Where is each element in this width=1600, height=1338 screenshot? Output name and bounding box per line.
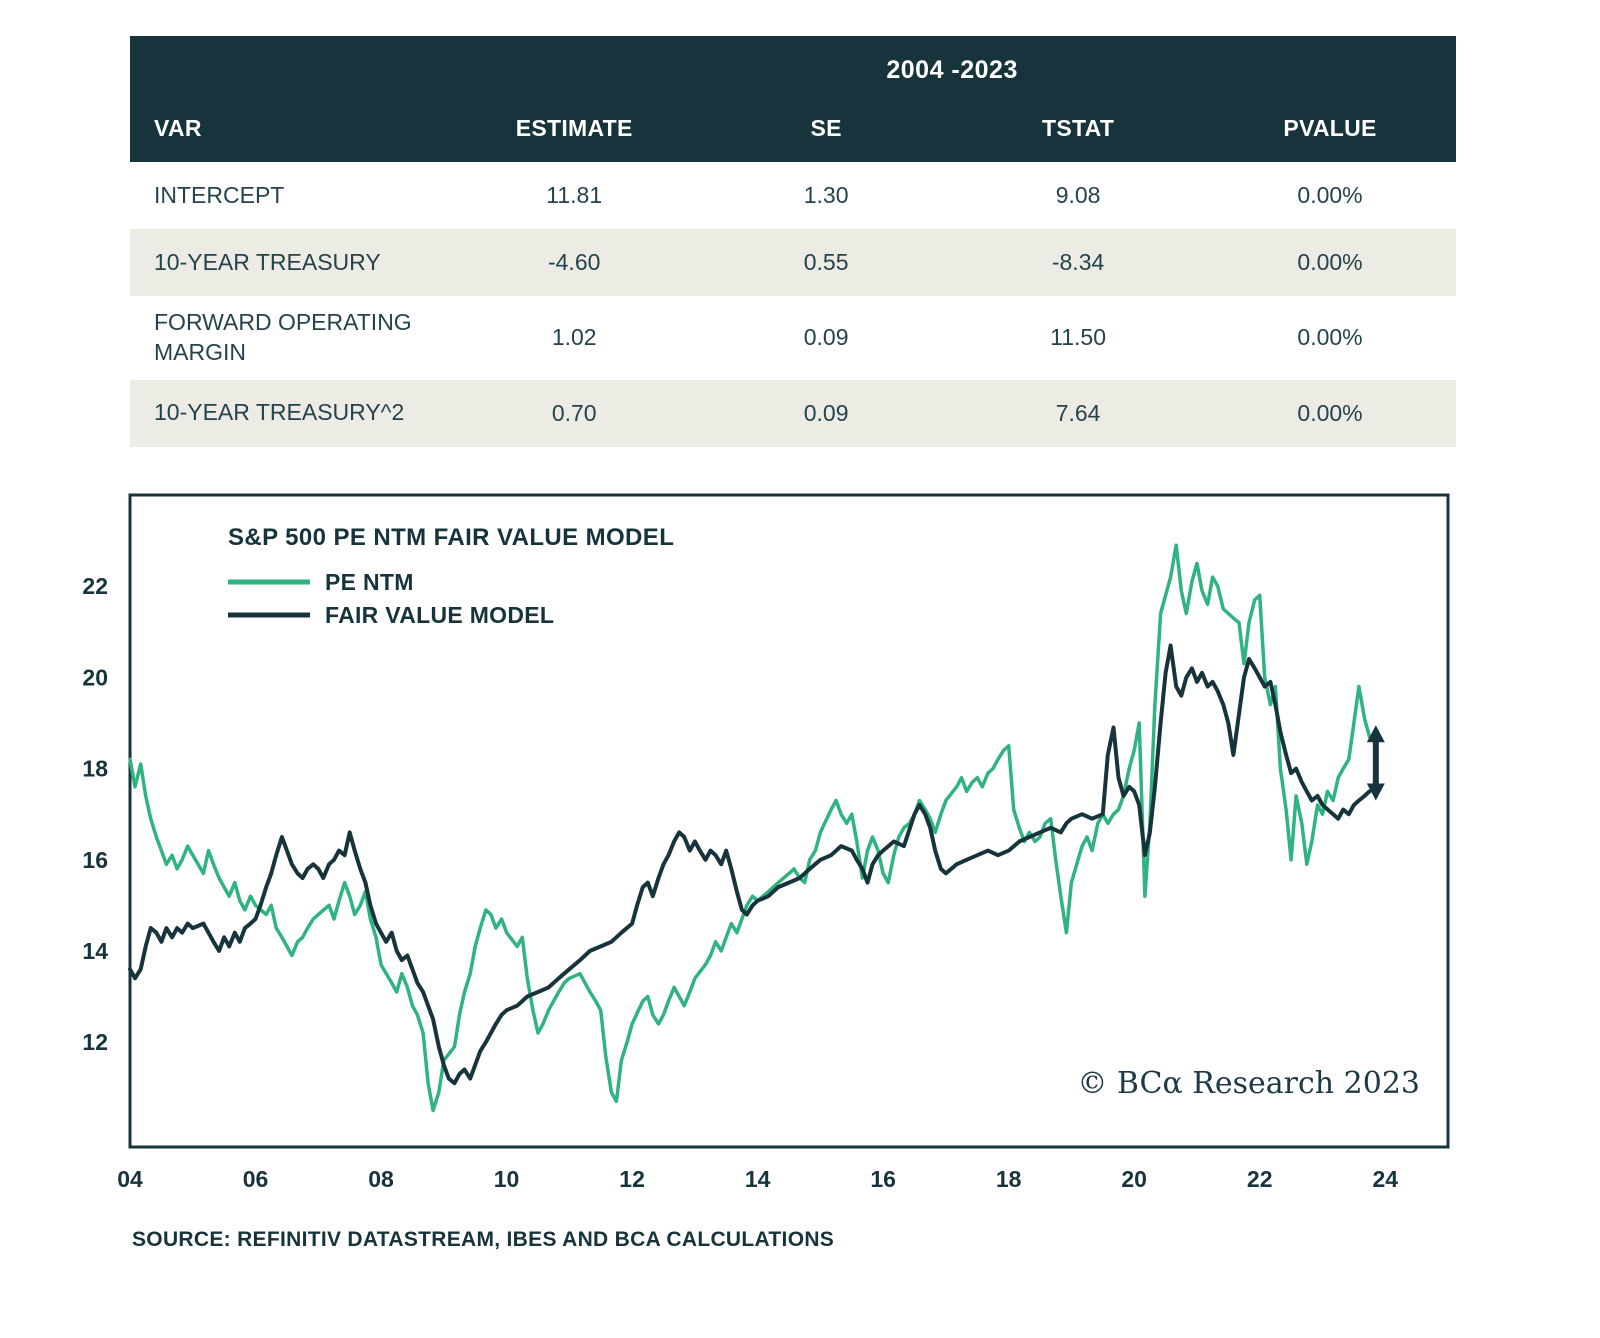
cell-se: 0.09 xyxy=(803,399,849,426)
series-line-pe-ntm xyxy=(128,543,1372,1113)
table-row-intercept: INTERCEPT 11.81 1.30 9.08 0.00% xyxy=(130,162,1456,229)
x-tick-label: 22 xyxy=(1247,1166,1273,1192)
legend-label-fair-value-model: FAIR VALUE MODEL xyxy=(325,602,554,628)
cell-se: 0.55 xyxy=(803,249,849,275)
x-tick-label: 18 xyxy=(996,1166,1022,1192)
cell-tstat: 9.08 xyxy=(1055,182,1101,208)
column-header-se: SE xyxy=(810,115,842,141)
x-tick-label: 12 xyxy=(619,1166,645,1192)
cell-pvalue: 0.00% xyxy=(1297,249,1363,275)
table-title: 2004 -2023 xyxy=(886,56,1018,84)
x-tick-label: 14 xyxy=(745,1166,771,1192)
series-line-fair-value-model xyxy=(128,643,1372,1085)
chart-title: S&P 500 PE NTM FAIR VALUE MODEL xyxy=(228,524,674,551)
table-row-forward-operating-margin: FORWARD OPERATING MARGIN 1.02 0.09 11.50… xyxy=(130,296,1456,380)
cell-var: 10-YEAR TREASURY xyxy=(154,248,381,275)
cell-pvalue: 0.00% xyxy=(1297,399,1363,426)
table-header: 2004 -2023 VAR ESTIMATE SE TSTAT PVALUE xyxy=(130,36,1456,162)
x-tick-label: 08 xyxy=(368,1166,394,1192)
chart-plot-area: 12 14 16 18 20 22 04 06 08 10 12 14 16 18 20 22 24 xyxy=(82,493,1450,1192)
x-tick-label: 06 xyxy=(243,1166,269,1192)
regression-table: 2004 -2023 VAR ESTIMATE SE TSTAT PVALUE … xyxy=(130,36,1456,447)
table-row-10-year-treasury-squared: 10-YEAR TREASURY^2 0.70 0.09 7.64 0.00% xyxy=(130,379,1456,447)
x-tick-label: 24 xyxy=(1372,1166,1398,1192)
y-tick-label: 22 xyxy=(82,573,108,599)
cell-tstat: 7.64 xyxy=(1055,399,1101,426)
source-note: SOURCE: REFINITIV DATASTREAM, IBES AND B… xyxy=(132,1227,835,1251)
table-body: INTERCEPT 11.81 1.30 9.08 0.00% 10-YEAR … xyxy=(130,162,1456,447)
x-tick-label: 10 xyxy=(494,1166,520,1192)
table-row-10-year-treasury: 10-YEAR TREASURY -4.60 0.55 -8.34 0.00% xyxy=(130,229,1456,296)
gap-arrow-head-up xyxy=(1366,725,1385,743)
cell-tstat: 11.50 xyxy=(1050,324,1106,351)
cell-estimate: 11.81 xyxy=(546,182,603,208)
cell-pvalue: 0.00% xyxy=(1297,182,1363,208)
cell-var: FORWARD OPERATING MARGIN xyxy=(154,309,412,365)
x-tick-label: 16 xyxy=(870,1166,896,1192)
cell-se: 0.09 xyxy=(803,324,849,351)
cell-se: 1.30 xyxy=(803,182,849,208)
column-header-estimate: ESTIMATE xyxy=(515,115,633,141)
y-tick-label: 12 xyxy=(82,1029,108,1055)
gap-arrow-head-down xyxy=(1366,783,1385,801)
cell-estimate: -4.60 xyxy=(547,249,601,275)
chart-border xyxy=(128,493,1450,1149)
x-tick-label: 04 xyxy=(117,1166,143,1192)
column-header-var: VAR xyxy=(154,115,202,141)
cell-var: INTERCEPT xyxy=(154,181,285,208)
column-header-pvalue: PVALUE xyxy=(1283,115,1377,141)
bca-research-watermark: © BCα Research 2023 xyxy=(1077,1066,1420,1101)
y-tick-label: 20 xyxy=(82,664,108,690)
table-column-headers: VAR ESTIMATE SE TSTAT PVALUE xyxy=(130,115,1456,142)
legend-label-pe-ntm: PE NTM xyxy=(325,569,414,595)
page: { "table": { "title": "2004 -2023", "col… xyxy=(0,36,1600,1338)
cell-tstat: -8.34 xyxy=(1051,249,1105,275)
cell-pvalue: 0.00% xyxy=(1297,324,1363,351)
chart-canvas: 12 14 16 18 20 22 04 06 08 10 12 14 16 18 20 22 24 S&P 5… xyxy=(82,493,1450,1192)
column-header-tstat: TSTAT xyxy=(1041,115,1115,141)
cell-var: 10-YEAR TREASURY^2 xyxy=(154,399,405,426)
x-tick-label: 20 xyxy=(1121,1166,1147,1192)
y-tick-label: 18 xyxy=(82,755,108,781)
cell-estimate: 1.02 xyxy=(551,324,597,351)
y-tick-label: 16 xyxy=(82,847,108,873)
cell-estimate: 0.70 xyxy=(551,399,597,426)
y-tick-label: 14 xyxy=(82,938,108,964)
fair-value-chart: 12 14 16 18 20 22 04 06 08 10 12 14 16 18 20 22 24 S&P 5… xyxy=(0,487,1600,1202)
